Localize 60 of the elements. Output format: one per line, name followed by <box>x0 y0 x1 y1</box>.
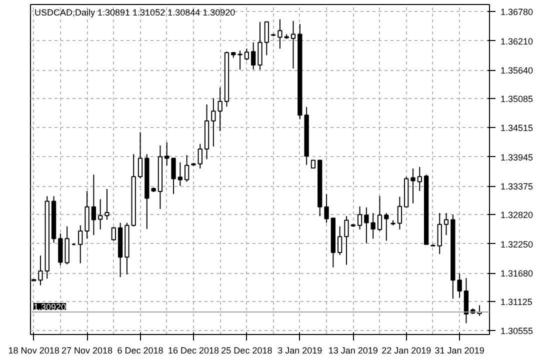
candlestick <box>397 196 402 230</box>
candlestick <box>78 224 83 264</box>
y-tick-label: 1.33945 <box>500 152 534 162</box>
candlestick <box>417 166 422 192</box>
candlestick <box>211 98 216 147</box>
candlestick <box>138 132 143 179</box>
y-tick-label: 1.32250 <box>500 239 534 250</box>
candlestick <box>384 212 389 242</box>
candlestick <box>104 188 110 220</box>
chart-title: USDCAD,Daily 1.30891 1.31052 1.30844 1.30920 <box>34 8 236 18</box>
x-tick-label: 3 Jan 2019 <box>278 346 322 356</box>
candlestick <box>437 212 442 255</box>
candlestick <box>178 162 183 186</box>
y-tick-label: 1.36210 <box>500 36 534 46</box>
candlestick <box>324 194 329 224</box>
candlestick <box>171 158 176 195</box>
candlestick <box>337 226 342 256</box>
candlestick <box>264 21 269 56</box>
candlestick <box>290 20 296 70</box>
candlestick <box>464 278 469 324</box>
x-tick-label: 31 Jan 2019 <box>434 346 484 356</box>
candlestick <box>38 255 43 286</box>
candlestick <box>370 212 376 240</box>
candlestick <box>98 198 103 230</box>
x-tick-label: 25 Dec 2018 <box>221 346 272 356</box>
y-tick-label: 1.32820 <box>500 210 534 220</box>
y-tick-label: 1.34515 <box>500 123 534 134</box>
candlestick <box>357 206 362 230</box>
candlestick <box>457 273 462 298</box>
candlestick <box>364 206 369 244</box>
candlestick <box>278 18 282 50</box>
x-tick-label: 16 Dec 2018 <box>168 346 220 356</box>
candlestick <box>444 212 449 236</box>
y-tick-label: 1.31125 <box>500 296 532 307</box>
candlestick <box>91 174 96 236</box>
candlestick <box>164 142 170 166</box>
candlestick <box>251 42 256 70</box>
candlestick <box>58 233 63 266</box>
candlestick <box>198 143 202 169</box>
ref-line-label: 1.30920 <box>34 302 66 312</box>
candlestick <box>410 168 416 204</box>
candlestick <box>377 196 382 232</box>
y-tick-label: 1.36780 <box>500 7 534 18</box>
y-tick-label: 1.35640 <box>500 66 534 76</box>
candlestick <box>218 87 222 132</box>
x-tick-label: 6 Dec 2018 <box>117 346 164 356</box>
x-tick-label: 27 Nov 2018 <box>62 346 113 356</box>
y-tick-label: 1.31680 <box>500 268 534 279</box>
x-tick-label: 18 Nov 2018 <box>8 346 60 356</box>
candlestick <box>184 154 190 182</box>
candlestick <box>244 48 250 61</box>
candlestick <box>238 50 242 70</box>
x-tick-label: 13 Jan 2019 <box>328 346 378 356</box>
x-tick-label: 22 Jan 2019 <box>382 346 432 356</box>
candlestick <box>344 216 349 266</box>
y-tick-label: 1.30555 <box>500 326 534 336</box>
y-tick-label: 1.33375 <box>500 182 534 192</box>
y-tick-label: 1.35085 <box>500 94 534 104</box>
candlestick <box>258 21 262 70</box>
candlestick <box>111 226 116 242</box>
